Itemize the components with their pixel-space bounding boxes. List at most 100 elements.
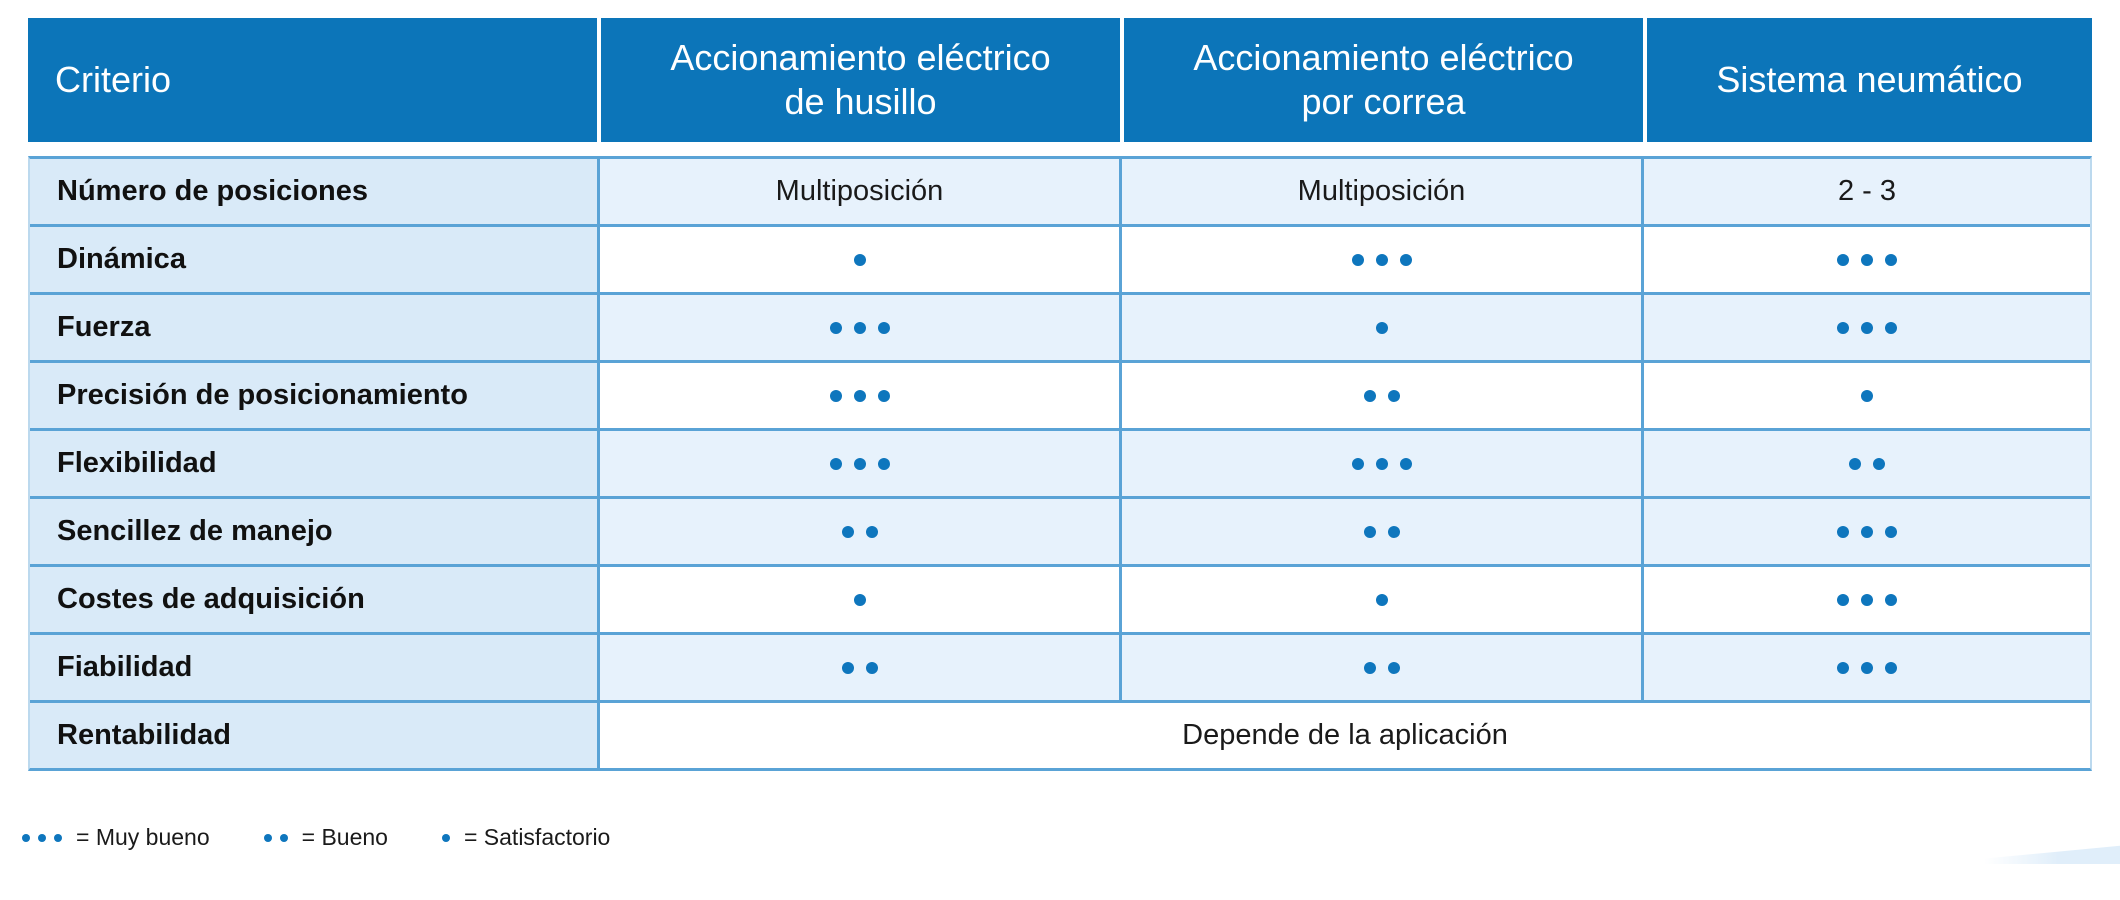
rating-dot-icon <box>1837 593 1849 606</box>
rating-dot-icon <box>1885 661 1897 674</box>
rating-dot-icon <box>877 389 890 402</box>
rating-dot-icon <box>1375 593 1388 606</box>
header-cell-husillo: Accionamiento eléctrico de husillo <box>597 18 1120 142</box>
header-cell-correa: Accionamiento eléctrico por correa <box>1120 18 1643 142</box>
legend: = Muy bueno = Bueno = Satisfactorio <box>18 824 660 851</box>
rating-dot-icon <box>1375 253 1388 266</box>
rating-cell <box>1641 295 2090 360</box>
rating-dot-icon <box>1849 457 1861 470</box>
rating-dot-icon <box>38 833 46 842</box>
rating-cell <box>1119 635 1641 700</box>
rating-cell <box>1119 431 1641 496</box>
row-label: Flexibilidad <box>30 431 597 496</box>
rating-dot-icon <box>829 321 842 334</box>
rating-dot-icon <box>22 833 30 842</box>
rating-dot-icon <box>877 321 890 334</box>
row-label: Rentabilidad <box>30 703 597 768</box>
rating-dot-icon <box>841 525 854 538</box>
rating-dot-icon <box>1885 321 1897 334</box>
decorative-wedge <box>1984 845 2120 864</box>
table-row: Fuerza <box>30 292 2090 360</box>
rating-dot-icon <box>853 321 866 334</box>
rating-dot-icon <box>54 833 62 842</box>
rating-cell <box>597 567 1119 632</box>
rating-cell <box>597 363 1119 428</box>
table-row: Sencillez de manejo <box>30 496 2090 564</box>
rating-cell <box>597 295 1119 360</box>
value-cell: 2 - 3 <box>1641 159 2090 224</box>
table-row: Precisión de posicionamiento <box>30 360 2090 428</box>
rating-cell <box>1641 567 2090 632</box>
rating-cell <box>1641 363 2090 428</box>
rating-cell <box>1119 363 1641 428</box>
rating-dot-icon <box>1387 389 1400 402</box>
rating-dot-icon <box>1861 253 1873 266</box>
rating-dot-icon <box>1837 661 1849 674</box>
rating-dot-icon <box>829 457 842 470</box>
rating-cell <box>1119 567 1641 632</box>
rating-dot-icon <box>877 457 890 470</box>
table-body: Número de posiciones Multiposición Multi… <box>28 156 2092 771</box>
rating-dot-icon <box>1885 253 1897 266</box>
rating-cell <box>1641 635 2090 700</box>
row-label: Dinámica <box>30 227 597 292</box>
rating-dot-icon <box>1837 321 1849 334</box>
legend-label: = Satisfactorio <box>463 824 611 850</box>
table-row: Costes de adquisición <box>30 564 2090 632</box>
row-label: Costes de adquisición <box>30 567 597 632</box>
table-row: Rentabilidad Depende de la aplicación <box>30 700 2090 768</box>
rating-dot-icon <box>1363 525 1376 538</box>
legend-label: = Muy bueno <box>76 824 210 850</box>
rating-dot-icon <box>1399 253 1412 266</box>
value-cell: Multiposición <box>597 159 1119 224</box>
rating-dot-icon <box>1375 321 1388 334</box>
rating-dot-icon <box>853 389 866 402</box>
merged-value-cell: Depende de la aplicación <box>597 703 2090 768</box>
rating-dot-icon <box>1861 593 1873 606</box>
rating-dot-icon <box>1387 661 1400 674</box>
rating-dot-icon <box>1873 457 1885 470</box>
rating-cell <box>597 499 1119 564</box>
rating-cell <box>597 227 1119 292</box>
rating-cell <box>1641 227 2090 292</box>
rating-dot-icon <box>1861 321 1873 334</box>
rating-cell <box>597 635 1119 700</box>
legend-label: = Bueno <box>301 824 388 850</box>
rating-dot-icon <box>841 661 854 674</box>
row-label: Número de posiciones <box>30 159 597 224</box>
legend-dots-bueno <box>260 833 292 842</box>
rating-cell <box>1119 499 1641 564</box>
legend-item: = Satisfactorio <box>438 824 610 851</box>
legend-dots-satisfactorio <box>438 833 454 842</box>
rating-dot-icon <box>1399 457 1412 470</box>
rating-cell <box>1119 227 1641 292</box>
rating-dot-icon <box>853 593 866 606</box>
rating-dot-icon <box>1387 525 1400 538</box>
rating-dot-icon <box>1861 525 1873 538</box>
rating-cell <box>597 431 1119 496</box>
rating-cell <box>1119 295 1641 360</box>
rating-dot-icon <box>865 525 878 538</box>
legend-item: = Muy bueno <box>18 824 210 851</box>
rating-dot-icon <box>1363 389 1376 402</box>
table-row: Fiabilidad <box>30 632 2090 700</box>
rating-cell <box>1641 499 2090 564</box>
rating-dot-icon <box>1885 593 1897 606</box>
rating-dot-icon <box>1351 457 1364 470</box>
row-label: Fuerza <box>30 295 597 360</box>
rating-cell <box>1641 431 2090 496</box>
rating-dot-icon <box>853 253 866 266</box>
rating-dot-icon <box>853 457 866 470</box>
comparison-table: Criterio Accionamiento eléctrico de husi… <box>28 18 2092 771</box>
table-row: Dinámica <box>30 224 2090 292</box>
rating-dot-icon <box>441 833 450 842</box>
rating-dot-icon <box>865 661 878 674</box>
rating-dot-icon <box>829 389 842 402</box>
rating-dot-icon <box>1351 253 1364 266</box>
legend-item: = Bueno <box>260 824 388 851</box>
row-label: Precisión de posicionamiento <box>30 363 597 428</box>
rating-dot-icon <box>1861 661 1873 674</box>
rating-dot-icon <box>1885 525 1897 538</box>
header-cell-criterio: Criterio <box>28 18 597 142</box>
row-label: Fiabilidad <box>30 635 597 700</box>
